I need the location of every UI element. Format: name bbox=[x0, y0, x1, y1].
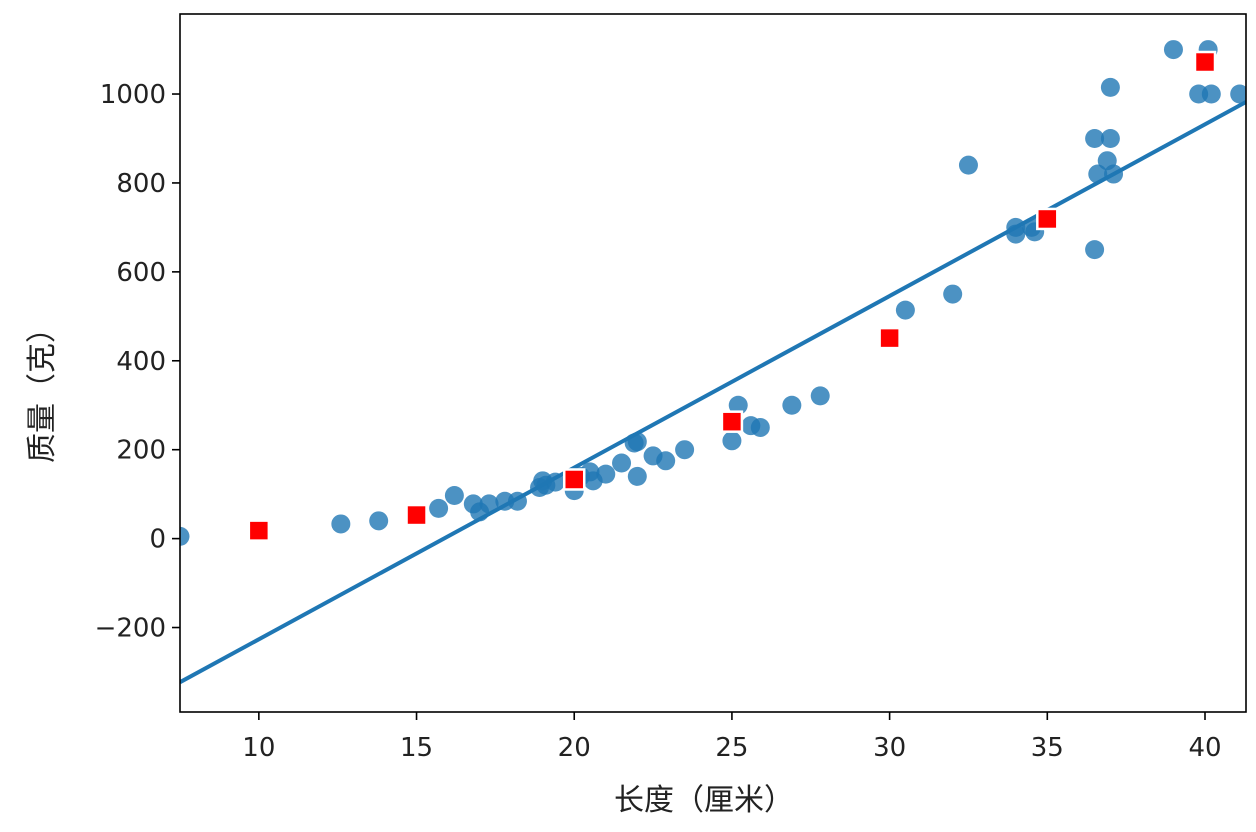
data-point bbox=[1230, 84, 1246, 104]
data-point bbox=[479, 494, 499, 514]
x-axis-label: 长度（厘米） bbox=[614, 783, 794, 818]
y-tick-label: 400 bbox=[116, 347, 166, 377]
data-point bbox=[675, 440, 695, 460]
data-point bbox=[596, 464, 616, 484]
regression-line bbox=[180, 100, 1246, 684]
data-point bbox=[331, 514, 351, 534]
x-tick-label: 15 bbox=[400, 733, 433, 763]
data-point bbox=[943, 284, 963, 304]
x-tick-label: 25 bbox=[715, 733, 748, 763]
prediction-point bbox=[1193, 50, 1217, 74]
prediction-point bbox=[562, 468, 586, 491]
y-tick-label: 200 bbox=[116, 436, 166, 466]
data-point bbox=[722, 431, 742, 451]
y-tick-label: 800 bbox=[116, 169, 166, 199]
data-point bbox=[810, 386, 830, 406]
prediction-point bbox=[1036, 207, 1059, 231]
data-point bbox=[728, 395, 748, 415]
data-point bbox=[369, 511, 389, 531]
data-point bbox=[958, 155, 978, 175]
data-point bbox=[1100, 77, 1120, 97]
data-point bbox=[180, 526, 190, 546]
data-point bbox=[895, 300, 915, 320]
data-point bbox=[444, 485, 464, 505]
data-point bbox=[782, 395, 802, 415]
y-axis-label: 质量（克） bbox=[25, 313, 60, 463]
data-point bbox=[1163, 40, 1183, 60]
prediction-point bbox=[405, 503, 428, 527]
data-point bbox=[612, 453, 632, 473]
y-tick-label: 600 bbox=[116, 258, 166, 288]
axes: 10 15 20 25 30 35 40 −200 0 200 400 600 800 1000 bbox=[95, 13, 1247, 763]
data-point bbox=[1201, 84, 1221, 104]
data-point bbox=[1085, 128, 1105, 148]
x-tick-label: 35 bbox=[1031, 733, 1064, 763]
data-point bbox=[429, 498, 449, 518]
y-tick-label: −200 bbox=[95, 614, 166, 644]
y-tick-label: 0 bbox=[149, 525, 166, 555]
plot-frame bbox=[179, 13, 1247, 713]
x-tick-label: 10 bbox=[242, 733, 275, 763]
data-point bbox=[627, 466, 647, 486]
prediction-point bbox=[720, 410, 744, 433]
prediction-point bbox=[878, 326, 901, 350]
prediction-point bbox=[247, 519, 271, 542]
data-point bbox=[656, 451, 676, 471]
data-point bbox=[1085, 240, 1105, 260]
data-point bbox=[750, 417, 770, 437]
x-tick-label: 40 bbox=[1188, 733, 1221, 763]
data-point bbox=[1100, 128, 1120, 148]
plot-marks bbox=[180, 40, 1246, 684]
y-tick-label: 1000 bbox=[100, 80, 166, 110]
x-tick-label: 20 bbox=[558, 733, 591, 763]
x-tick-label: 30 bbox=[873, 733, 906, 763]
